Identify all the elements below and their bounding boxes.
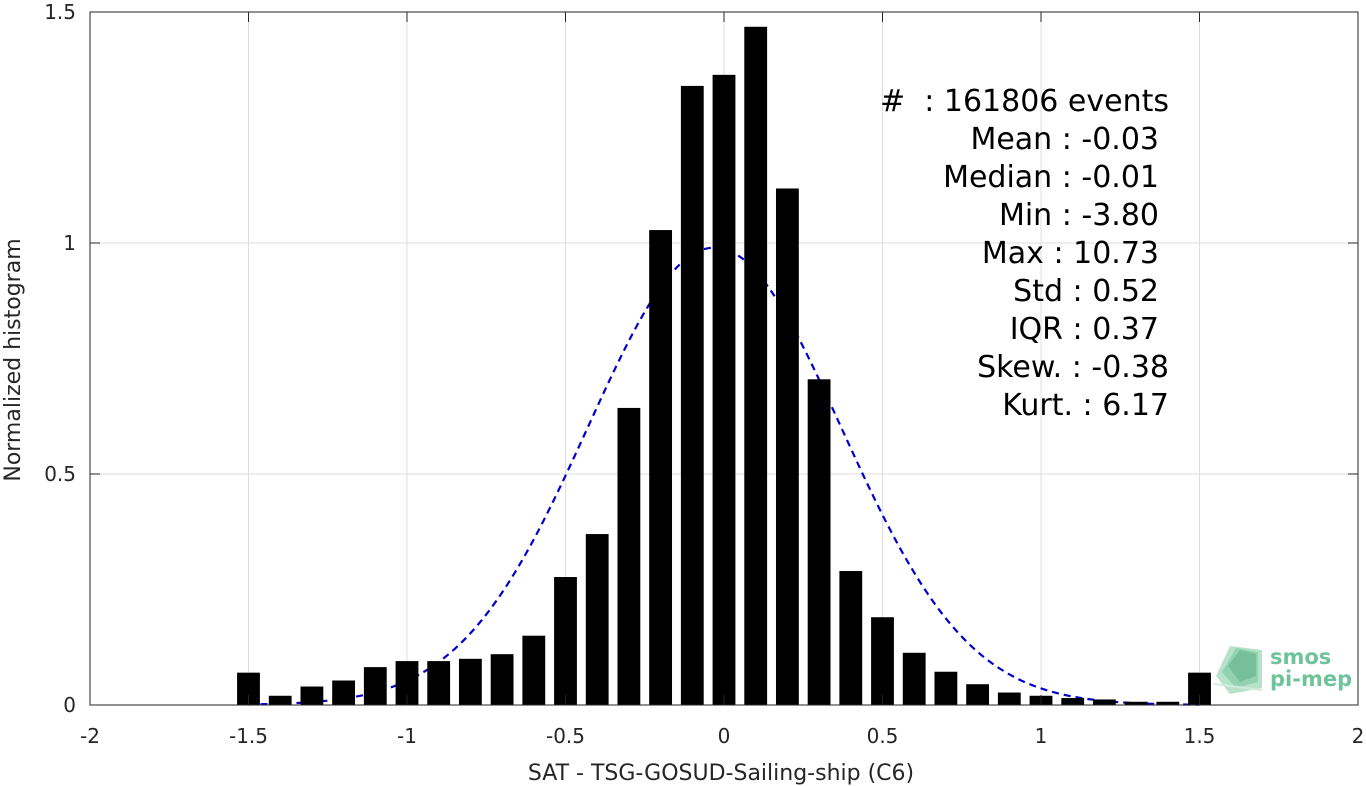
histogram-bar [1188,672,1211,705]
histogram-bar [807,379,831,705]
stats-skew: Skew. : -0.38 [977,350,1169,385]
histogram-bar [554,577,577,705]
histogram-bar [712,74,736,705]
histogram-bar [902,652,926,705]
x-tick-label: -2 [80,724,100,748]
histogram-bar [522,635,546,705]
histogram-bar [1156,701,1180,705]
histogram-bar [300,686,324,705]
stats-max: Max : 10.73 [982,236,1159,271]
x-tick-label: 0 [718,724,731,748]
histogram-bar [839,571,863,705]
axes-box [89,11,1359,706]
logo-emblem-icon [1213,646,1263,694]
x-tick-label: 2 [1352,724,1365,748]
histogram-bar [237,672,260,705]
histogram-bar [1061,698,1085,705]
histogram-bar [744,26,768,705]
histogram-bar [585,534,609,705]
histogram-bar [871,617,894,705]
histogram-bar [617,407,641,705]
logo-text-smos: smos [1270,645,1331,669]
stats-kurt: Kurt. : 6.17 [1002,388,1169,423]
stats-median: Median : -0.01 [943,160,1159,195]
x-tick-label: -0.5 [546,724,585,748]
histogram-bar [363,667,387,705]
histogram-bar [490,654,514,705]
histogram-bar [775,188,799,706]
x-axis-label: SAT - TSG-GOSUD-Sailing-ship (C6) [528,761,914,786]
stats-events: # : 161806 events [880,84,1169,119]
histogram-bar [649,230,673,705]
x-tick-label: -1 [397,724,417,748]
stats-min: Min : -3.80 [999,198,1159,233]
histogram-bar [332,680,356,705]
histogram-bar [934,671,958,705]
stats-mean: Mean : -0.03 [970,122,1159,157]
x-tick-label: 1.5 [1184,724,1216,748]
stats-iqr: IQR : 0.37 [1010,312,1159,347]
histogram-bar [458,658,482,705]
histogram-bar [1124,701,1148,705]
y-axis-label: Normalized histogram [1,238,26,481]
histogram-bar [680,85,704,706]
y-tick-label: 1 [63,231,76,255]
x-tick-label: 0.5 [867,724,899,748]
x-tick-label: -1.5 [229,724,268,748]
histogram-bar [966,684,990,705]
histogram-bar [268,695,292,705]
histogram-bar [997,692,1021,705]
y-tick-label: 1.5 [44,0,76,24]
y-tick-label: 0.5 [44,462,76,486]
x-tick-label: 1 [1035,724,1048,748]
histogram-bar [1092,699,1116,705]
y-tick-label: 0 [63,693,76,717]
stats-std: Std : 0.52 [1013,274,1159,309]
x-tick-labels: -2 -1.5 -1 -0.5 0 0.5 1 1.5 2 [80,724,1364,748]
histogram-bar [427,661,451,705]
logo-text-pimep: pi-mep [1270,667,1352,691]
y-tick-labels: 0 0.5 1 1.5 [44,0,76,717]
bars-layer [237,26,1211,706]
smos-pimep-logo: smos pi-mep [1213,645,1352,694]
stats-box: # : 161806 events Mean : -0.03 Median : … [880,84,1169,423]
histogram-bar [395,661,419,705]
